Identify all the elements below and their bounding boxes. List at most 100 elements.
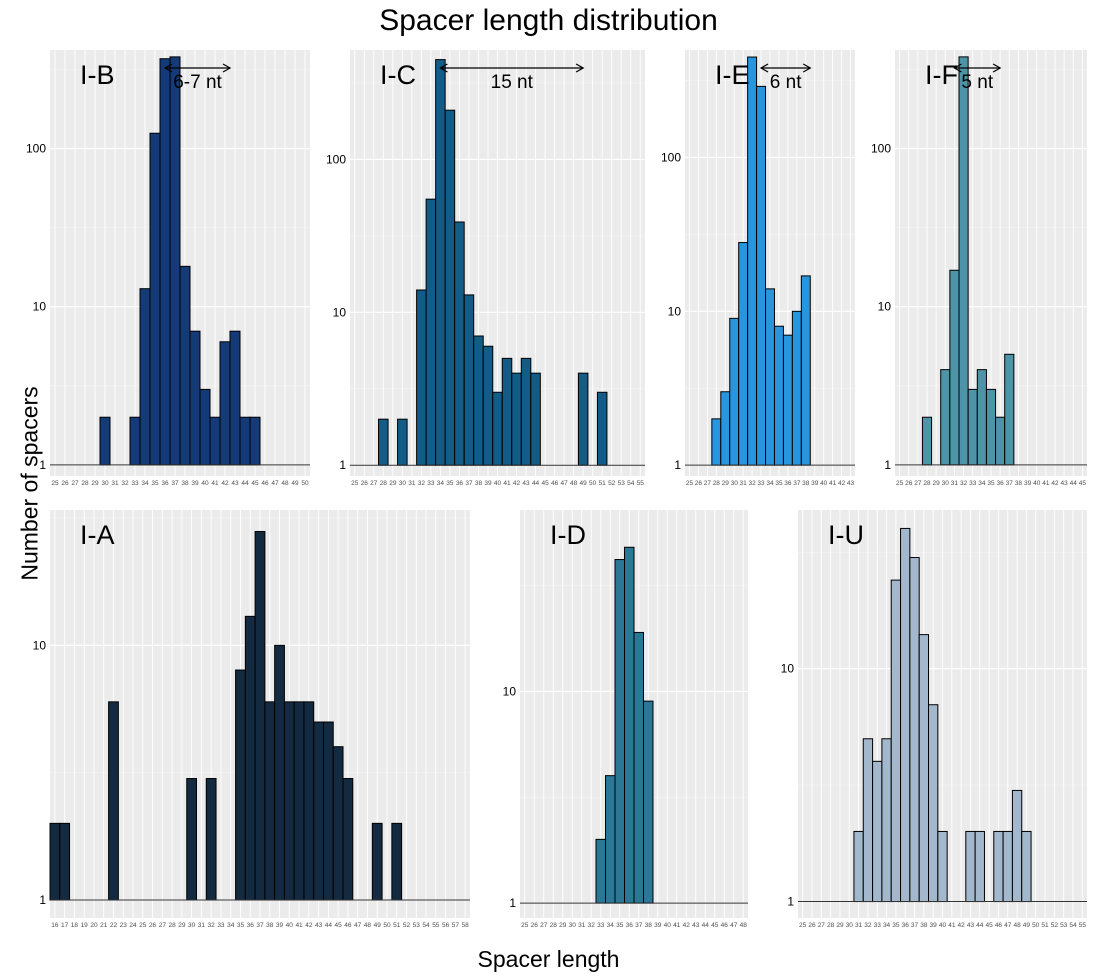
- x-tick-label: 28: [81, 480, 89, 487]
- x-tick-label: 38: [266, 922, 274, 929]
- annotation-arrowhead: [575, 63, 585, 73]
- x-tick-label: 36: [161, 480, 169, 487]
- x-tick-label: 42: [683, 922, 691, 929]
- x-tick-label: 43: [522, 480, 530, 487]
- panel-label: I-U: [828, 520, 864, 550]
- bar: [773, 325, 784, 466]
- bar: [378, 418, 389, 466]
- bar: [720, 391, 731, 466]
- bar: [199, 388, 211, 466]
- x-tick-label: 16: [51, 922, 59, 929]
- bar: [254, 530, 266, 901]
- x-tick-label: 35: [987, 480, 995, 487]
- x-tick-label: 33: [217, 922, 225, 929]
- bar: [614, 559, 625, 904]
- x-tick-label: 23: [120, 922, 128, 929]
- x-tick-label: 39: [1024, 480, 1032, 487]
- x-tick-label: 25: [799, 922, 807, 929]
- bar: [949, 269, 960, 466]
- bar: [881, 738, 892, 903]
- x-tick-label: 55: [432, 922, 440, 929]
- x-tick-label: 55: [1079, 922, 1087, 929]
- x-tick-label: 24: [129, 922, 137, 929]
- bar: [139, 288, 151, 466]
- annotation-label: 6 nt: [770, 72, 802, 93]
- x-tick-label: 29: [836, 922, 844, 929]
- annotation-arrowhead: [163, 63, 173, 73]
- x-tick-label: 25: [51, 480, 59, 487]
- x-tick-label: 30: [731, 480, 739, 487]
- bar: [890, 579, 902, 903]
- annotation-label: 15 nt: [491, 72, 534, 93]
- bar: [1021, 830, 1032, 903]
- x-tick-label: 39: [930, 922, 938, 929]
- y-tick-label: 100: [661, 151, 681, 165]
- panel-label: I-A: [80, 520, 115, 550]
- chart-title: Spacer length distribution: [379, 4, 718, 37]
- x-tick-label: 29: [389, 480, 397, 487]
- x-tick-label: 49: [580, 480, 588, 487]
- x-tick-label: 35: [616, 922, 624, 929]
- annotation-label: 6-7 nt: [173, 72, 222, 93]
- x-tick-label: 40: [939, 922, 947, 929]
- x-tick-label: 36: [784, 480, 792, 487]
- x-tick-label: 48: [570, 480, 578, 487]
- bar: [918, 634, 930, 903]
- x-tick-label: 27: [540, 922, 548, 929]
- x-tick-label: 41: [503, 480, 511, 487]
- bar: [782, 334, 793, 466]
- x-tick-label: 58: [461, 922, 469, 929]
- bar: [229, 330, 241, 466]
- x-tick-label: 37: [171, 480, 179, 487]
- x-tick-label: 43: [847, 480, 855, 487]
- x-tick-label: 46: [344, 922, 352, 929]
- x-tick-label: 28: [713, 480, 721, 487]
- x-tick-label: 38: [475, 480, 483, 487]
- x-tick-label: 37: [911, 922, 919, 929]
- x-tick-label: 32: [864, 922, 872, 929]
- bar: [976, 369, 987, 466]
- x-tick-label: 42: [838, 480, 846, 487]
- panel-i-c: 1 10 100 25 26 27 28 29 30 31 32 33 34 35 36 37 38 39 40 41…: [326, 50, 645, 487]
- bar: [391, 822, 403, 901]
- bar: [643, 700, 654, 904]
- y-tick-label: 1: [509, 896, 516, 910]
- bar: [909, 557, 920, 903]
- x-tick-label: 45: [1079, 480, 1087, 487]
- x-tick-label: 53: [1060, 922, 1068, 929]
- x-tick-label: 33: [427, 480, 435, 487]
- x-tick-label: 32: [588, 922, 596, 929]
- x-tick-label: 48: [740, 922, 748, 929]
- bar: [791, 310, 802, 466]
- x-tick-label: 48: [281, 480, 289, 487]
- bar: [974, 830, 985, 903]
- x-tick-label: 52: [608, 480, 616, 487]
- bar: [274, 644, 285, 901]
- y-tick-label: 1: [787, 895, 794, 909]
- bar: [747, 56, 758, 466]
- x-tick-label: 32: [960, 480, 968, 487]
- x-tick-label: 41: [211, 480, 219, 487]
- bar: [937, 830, 948, 903]
- x-tick-label: 42: [958, 922, 966, 929]
- bar: [179, 265, 191, 466]
- bar: [303, 701, 315, 901]
- bar: [958, 56, 969, 466]
- x-tick-label: 40: [286, 922, 294, 929]
- x-tick-label: 52: [1051, 922, 1059, 929]
- x-tick-label: 45: [711, 922, 719, 929]
- x-tick-label: 43: [967, 922, 975, 929]
- x-tick-label: 44: [325, 922, 333, 929]
- x-tick-label: 30: [846, 922, 854, 929]
- x-tick-label: 46: [261, 480, 269, 487]
- bar: [738, 242, 749, 466]
- x-tick-label: 32: [748, 480, 756, 487]
- x-tick-label: 52: [403, 922, 411, 929]
- x-tick-label: 54: [1069, 922, 1077, 929]
- x-tick-label: 44: [1070, 480, 1078, 487]
- x-tick-label: 45: [985, 922, 993, 929]
- x-tick-label: 48: [1013, 922, 1021, 929]
- bar: [492, 391, 503, 466]
